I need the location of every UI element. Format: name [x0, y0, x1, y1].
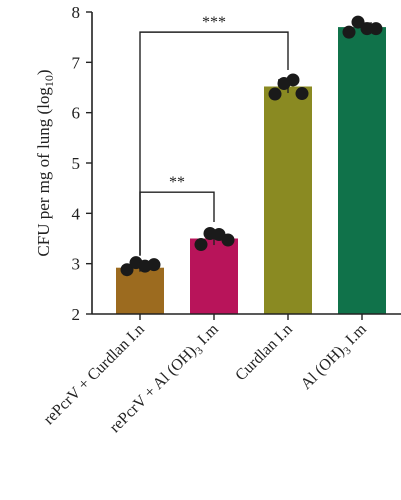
y-axis: 2 3 4 5 6 7 8 — [72, 3, 93, 324]
y-axis-label: CFU per mg of lung (log10) — [34, 69, 56, 256]
x-category-label: Al (OH)3 I.m — [298, 320, 373, 395]
bars — [116, 15, 386, 314]
y-tick-label: 5 — [72, 154, 81, 173]
y-tick-label: 6 — [72, 104, 81, 123]
significance-label: ** — [169, 174, 185, 191]
data-point — [147, 258, 161, 272]
y-tick-label: 7 — [72, 53, 81, 72]
data-point — [351, 15, 365, 29]
data-point — [360, 22, 374, 36]
bar — [190, 238, 238, 314]
significance-brackets: ***** — [139, 14, 289, 256]
data-point — [221, 233, 235, 247]
data-point — [342, 25, 356, 39]
bar — [264, 86, 312, 314]
data-point — [120, 263, 134, 277]
data-point — [369, 22, 383, 36]
y-tick-label: 8 — [72, 3, 81, 22]
y-tick-label: 3 — [72, 255, 81, 274]
x-category-label: Curdlan I.n — [232, 321, 296, 385]
data-point — [194, 238, 208, 252]
data-point — [295, 87, 309, 101]
y-tick-label: 2 — [72, 305, 81, 324]
significance-label: *** — [202, 14, 226, 31]
data-point — [268, 87, 282, 101]
bar — [338, 27, 386, 314]
significance-bracket — [139, 31, 289, 256]
y-tick-label: 4 — [72, 204, 81, 223]
data-point — [286, 73, 300, 87]
